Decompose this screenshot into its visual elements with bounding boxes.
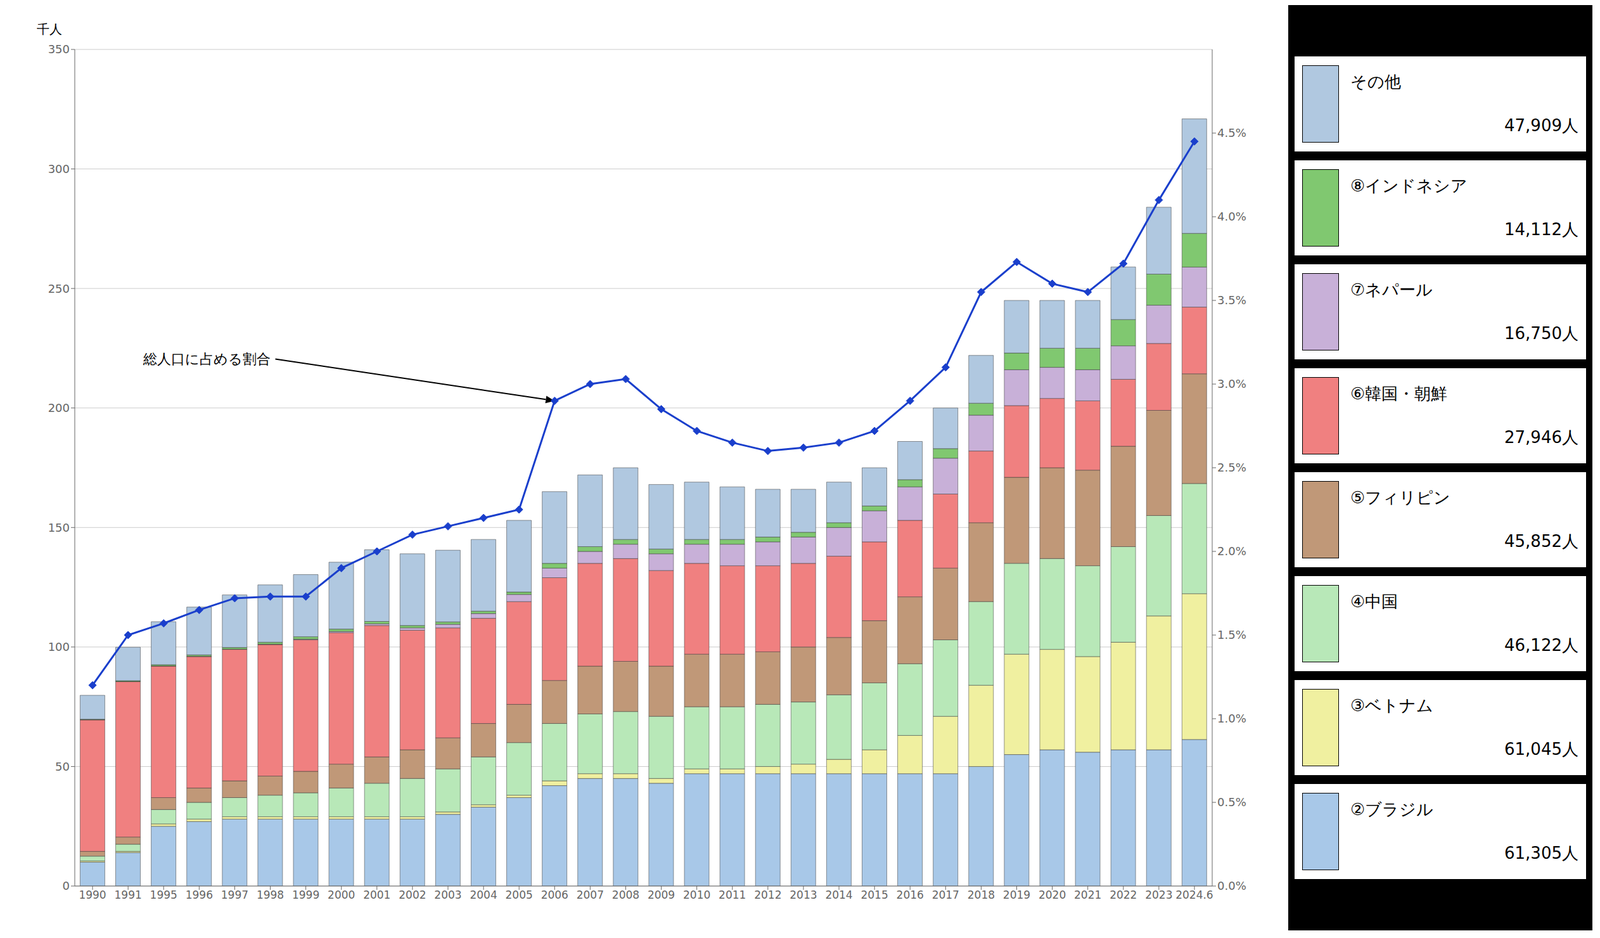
svg-text:200: 200 xyxy=(48,401,70,415)
html-text:16,750人: 16,750人 xyxy=(1504,323,1579,343)
svg-text:2001: 2001 xyxy=(363,888,391,902)
svg-text:2017: 2017 xyxy=(932,888,960,902)
svg-text:250: 250 xyxy=(48,281,70,296)
svg-text:1990: 1990 xyxy=(78,888,106,902)
svg-text:1991: 1991 xyxy=(114,888,142,902)
svg-text:1997: 1997 xyxy=(221,888,249,902)
svg-text:2005: 2005 xyxy=(505,888,533,902)
svg-text:4.0%: 4.0% xyxy=(1217,209,1247,224)
svg-text:総人口に占める割合: 総人口に占める割合 xyxy=(142,351,271,367)
html-text:27,946人: 27,946人 xyxy=(1504,427,1579,447)
svg-text:2006: 2006 xyxy=(541,888,569,902)
html-text:⑤フィリピン: ⑤フィリピン xyxy=(1350,487,1451,507)
svg-text:2020: 2020 xyxy=(1038,888,1066,902)
svg-text:0.0%: 0.0% xyxy=(1217,878,1247,893)
svg-text:2009: 2009 xyxy=(647,888,675,902)
html-text:14,112人: 14,112人 xyxy=(1504,219,1579,239)
html-text:61,305人: 61,305人 xyxy=(1504,843,1579,863)
svg-text:2002: 2002 xyxy=(398,888,426,902)
svg-text:2012: 2012 xyxy=(754,888,782,902)
svg-text:50: 50 xyxy=(55,759,70,774)
svg-text:2023: 2023 xyxy=(1145,888,1173,902)
svg-text:1998: 1998 xyxy=(256,888,284,902)
svg-text:150: 150 xyxy=(48,520,70,535)
svg-text:100: 100 xyxy=(48,640,70,654)
svg-text:2022: 2022 xyxy=(1109,888,1137,902)
svg-text:300: 300 xyxy=(48,162,70,176)
html-text:46,122人: 46,122人 xyxy=(1504,635,1579,655)
svg-text:2010: 2010 xyxy=(683,888,711,902)
svg-text:2013: 2013 xyxy=(789,888,817,902)
svg-text:1.0%: 1.0% xyxy=(1217,711,1247,725)
svg-text:2011: 2011 xyxy=(718,888,746,902)
svg-text:2007: 2007 xyxy=(576,888,604,902)
svg-text:1.5%: 1.5% xyxy=(1217,627,1247,642)
svg-text:千人: 千人 xyxy=(36,21,63,37)
html-text:その他: その他 xyxy=(1350,72,1402,92)
svg-text:2014: 2014 xyxy=(825,888,853,902)
svg-text:3.0%: 3.0% xyxy=(1217,377,1247,391)
html-text:⑦ネパール: ⑦ネパール xyxy=(1350,280,1433,300)
html-text:⑧インドネシア: ⑧インドネシア xyxy=(1350,176,1468,196)
html-text:45,852人: 45,852人 xyxy=(1504,531,1579,551)
svg-text:1996: 1996 xyxy=(185,888,213,902)
svg-text:1999: 1999 xyxy=(292,888,320,902)
html-text:③ベトナム: ③ベトナム xyxy=(1350,695,1434,715)
svg-text:0: 0 xyxy=(62,878,70,893)
svg-text:1995: 1995 xyxy=(150,888,178,902)
svg-text:2015: 2015 xyxy=(860,888,888,902)
html-text:④中国: ④中国 xyxy=(1350,591,1399,611)
svg-text:350: 350 xyxy=(48,42,70,56)
svg-text:2024.6: 2024.6 xyxy=(1175,888,1213,902)
svg-text:3.5%: 3.5% xyxy=(1217,293,1247,307)
svg-text:2018: 2018 xyxy=(967,888,995,902)
svg-text:2000: 2000 xyxy=(327,888,355,902)
svg-text:2.5%: 2.5% xyxy=(1217,460,1247,474)
svg-text:2004: 2004 xyxy=(469,888,497,902)
html-text:47,909人: 47,909人 xyxy=(1504,115,1579,135)
svg-text:2021: 2021 xyxy=(1074,888,1102,902)
svg-text:2016: 2016 xyxy=(896,888,924,902)
html-text:⑥韓国・朝鮮: ⑥韓国・朝鮮 xyxy=(1350,384,1448,404)
svg-text:4.5%: 4.5% xyxy=(1217,126,1247,140)
svg-text:0.5%: 0.5% xyxy=(1217,795,1247,809)
html-text:②ブラジル: ②ブラジル xyxy=(1350,799,1434,819)
svg-text:2003: 2003 xyxy=(434,888,462,902)
svg-text:2008: 2008 xyxy=(612,888,640,902)
svg-text:2.0%: 2.0% xyxy=(1217,544,1247,558)
svg-text:2019: 2019 xyxy=(1003,888,1031,902)
html-text:61,045人: 61,045人 xyxy=(1504,739,1579,759)
